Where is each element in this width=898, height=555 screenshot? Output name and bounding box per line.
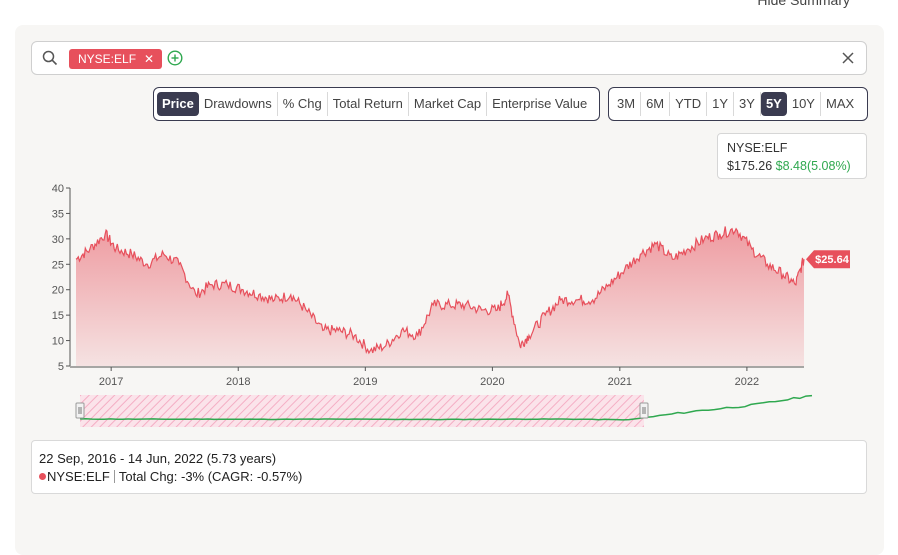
- summary-divider: [113, 470, 115, 483]
- y-tick-label: 10: [52, 336, 64, 348]
- summary-date-range: 22 Sep, 2016 - 14 Jun, 2022 (5.73 years): [39, 451, 277, 466]
- summary-box: 22 Sep, 2016 - 14 Jun, 2022 (5.73 years)…: [31, 440, 867, 494]
- x-tick-label: 2020: [480, 376, 504, 388]
- hide-summary-link[interactable]: Hide Summary: [757, 0, 850, 8]
- y-tick-label: 5: [58, 361, 64, 373]
- tooltip-price: $175.26: [727, 159, 773, 173]
- y-tick-label: 20: [52, 285, 64, 297]
- search-bar[interactable]: NYSE:ELF ✕: [31, 41, 867, 75]
- clear-search-icon[interactable]: [840, 50, 856, 66]
- summary-ticker: NYSE:ELF: [47, 469, 110, 484]
- navigator-handle-right[interactable]: [639, 402, 649, 419]
- tab-drawdowns[interactable]: Drawdowns: [199, 92, 278, 116]
- tab-price[interactable]: Price: [157, 92, 199, 116]
- y-tick-label: 30: [52, 234, 64, 246]
- tab-total-return[interactable]: Total Return: [328, 92, 409, 116]
- navigator-line: [79, 394, 813, 421]
- tab-chg[interactable]: % Chg: [278, 92, 328, 116]
- navigator-selection: [80, 395, 644, 427]
- search-icon: [42, 50, 58, 66]
- x-tick-label: 2017: [99, 376, 123, 388]
- y-tick-label: 40: [52, 183, 64, 195]
- y-tick-label: 15: [52, 310, 64, 322]
- ticker-chip-label: NYSE:ELF: [78, 52, 137, 66]
- range-10y[interactable]: 10Y: [787, 92, 821, 116]
- price-area: [76, 226, 804, 366]
- range-3y[interactable]: 3Y: [734, 92, 761, 116]
- range-tabs: 3M 6M YTD 1Y 3Y 5Y 10Y MAX: [608, 87, 868, 121]
- range-1y[interactable]: 1Y: [707, 92, 735, 116]
- tab-enterprise-value[interactable]: Enterprise Value: [492, 96, 588, 111]
- range-ytd[interactable]: YTD: [670, 92, 708, 116]
- summary-change: Total Chg: -3% (CAGR: -0.57%): [118, 469, 303, 484]
- last-value-label: $25.64: [815, 254, 850, 266]
- x-tick-label: 2021: [608, 376, 632, 388]
- x-tick-label: 2018: [226, 376, 250, 388]
- tooltip-change: $8.48(5.08%): [775, 159, 851, 173]
- price-line: [75, 226, 805, 355]
- last-value-badge: [806, 250, 850, 269]
- price-tooltip: NYSE:ELF $175.26 $8.48(5.08%): [717, 133, 867, 179]
- tooltip-ticker: NYSE:ELF: [727, 141, 788, 155]
- metric-tabs: Price Drawdowns% Chg Total Return Market Ca…: [153, 87, 600, 121]
- range-3m[interactable]: 3M: [612, 92, 642, 116]
- add-ticker-icon[interactable]: [167, 50, 183, 66]
- range-6m[interactable]: 6M: [641, 92, 671, 116]
- y-tick-label: 35: [52, 208, 64, 220]
- x-tick-label: 2022: [735, 376, 759, 388]
- navigator-handle-left[interactable]: [75, 402, 85, 419]
- ticker-chip[interactable]: NYSE:ELF ✕: [69, 49, 163, 69]
- y-tick-label: 25: [52, 259, 64, 271]
- tab-market-cap[interactable]: Market Cap: [409, 92, 488, 116]
- x-tick-label: 2019: [353, 376, 377, 388]
- range-max[interactable]: MAX: [825, 96, 855, 111]
- series-dot-icon: [39, 473, 46, 480]
- range-5y[interactable]: 5Y: [760, 92, 787, 116]
- remove-chip-icon[interactable]: ✕: [144, 52, 155, 66]
